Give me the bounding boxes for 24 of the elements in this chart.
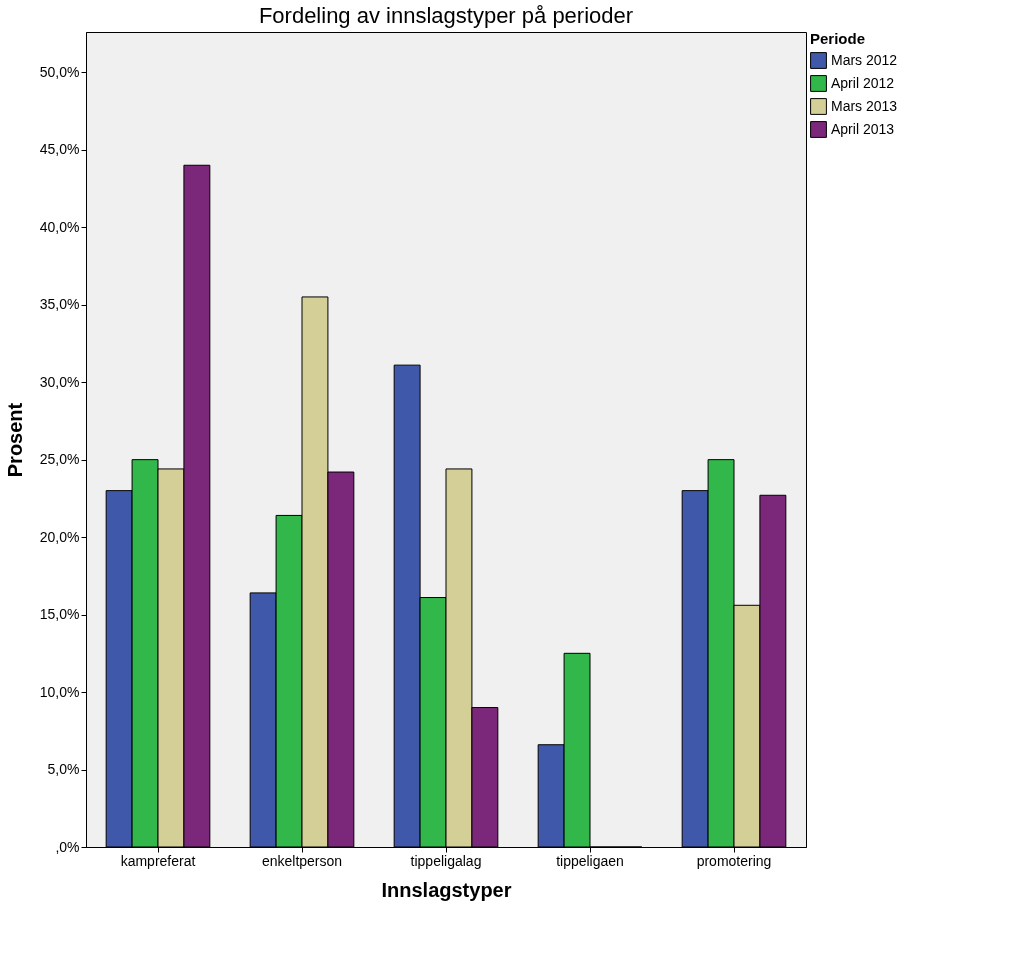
- y-tick-label: 45,0%: [39, 141, 80, 158]
- legend-label: April 2013: [831, 120, 895, 137]
- y-axis-title: Prosent: [3, 402, 26, 478]
- y-tick-label: 10,0%: [39, 683, 80, 700]
- y-tick-label: 30,0%: [39, 373, 80, 390]
- x-tick-label: enkeltperson: [261, 852, 343, 869]
- legend-title: Periode: [810, 30, 866, 47]
- y-tick-label: ,0%: [55, 838, 80, 855]
- legend-label: Mars 2012: [831, 51, 898, 68]
- x-tick-label: kampreferat: [120, 852, 196, 869]
- y-tick-label: 25,0%: [39, 451, 80, 468]
- x-axis-title: Innslagstyper: [381, 878, 512, 901]
- x-tick-label: tippeligaen: [556, 852, 624, 869]
- legend-label: Mars 2013: [831, 97, 898, 114]
- y-tick-label: 20,0%: [39, 528, 80, 545]
- x-tick-label: promotering: [696, 852, 772, 869]
- x-tick-label: tippeligalag: [410, 852, 482, 869]
- y-tick-label: 5,0%: [47, 761, 80, 778]
- y-tick-label: 15,0%: [39, 606, 80, 623]
- y-tick-label: 35,0%: [39, 296, 80, 313]
- y-tick-label: 50,0%: [39, 63, 80, 80]
- chart-title: Fordeling av innslagstyper på perioder: [258, 3, 634, 28]
- y-tick-label: 40,0%: [39, 218, 80, 235]
- legend-label: April 2012: [831, 74, 895, 91]
